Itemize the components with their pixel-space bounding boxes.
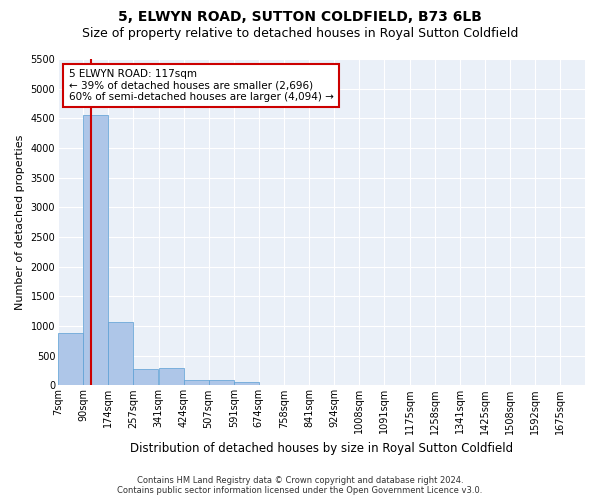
Text: 5 ELWYN ROAD: 117sqm
← 39% of detached houses are smaller (2,696)
60% of semi-de: 5 ELWYN ROAD: 117sqm ← 39% of detached h… <box>68 69 334 102</box>
Bar <box>83 116 108 386</box>
Text: Size of property relative to detached houses in Royal Sutton Coldfield: Size of property relative to detached ho… <box>82 28 518 40</box>
Bar <box>234 382 259 386</box>
Bar <box>184 380 209 386</box>
X-axis label: Distribution of detached houses by size in Royal Sutton Coldfield: Distribution of detached houses by size … <box>130 442 513 455</box>
Bar <box>209 380 233 386</box>
Bar <box>109 322 133 386</box>
Y-axis label: Number of detached properties: Number of detached properties <box>15 134 25 310</box>
Bar <box>58 333 83 386</box>
Text: 5, ELWYN ROAD, SUTTON COLDFIELD, B73 6LB: 5, ELWYN ROAD, SUTTON COLDFIELD, B73 6LB <box>118 10 482 24</box>
Bar <box>133 369 158 386</box>
Text: Contains HM Land Registry data © Crown copyright and database right 2024.
Contai: Contains HM Land Registry data © Crown c… <box>118 476 482 495</box>
Bar <box>158 368 184 386</box>
